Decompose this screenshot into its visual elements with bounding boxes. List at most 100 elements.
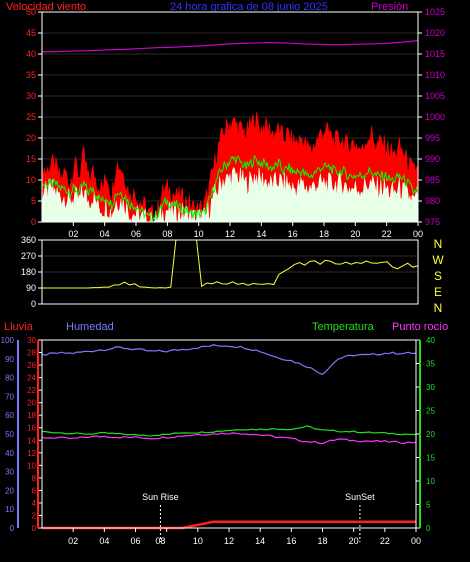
direction-y-tick-label: 0	[31, 299, 36, 309]
wind-y-tick-label: 5	[31, 196, 36, 206]
series-rain	[42, 520, 416, 530]
wind-x-tick-label: 08	[162, 229, 172, 239]
temperature-y-tick-label: 10	[426, 477, 435, 486]
rhum-x-tick-label: 02	[68, 536, 78, 546]
temperature-y-axis: 0 5 10 15 20 25 30 35 40	[416, 336, 435, 533]
humidity-y-tick-label: 30	[5, 468, 14, 477]
rain-y-tick-label: 26	[27, 361, 36, 370]
wind-y-tick-label: 35	[26, 70, 36, 80]
humidity-y-tick-label: 80	[5, 374, 14, 383]
pressure-y-tick-label: 1025	[425, 7, 445, 17]
wind-y-tick-label: 15	[26, 154, 36, 164]
pressure-y-axis: 975 980 985 990 995 1000 1005 1010 1015 1020 1025	[418, 7, 445, 227]
direction-y-axis: 0 90 180 270 360	[21, 235, 42, 309]
wind-y-axis: 0 5 10 15 20 25 30 35 40 45 50	[26, 7, 42, 227]
wind-y-tick-label: 30	[26, 91, 36, 101]
temperature-y-tick-label: 20	[426, 430, 435, 439]
wind-plot-area	[41, 39, 419, 223]
wind-x-tick-label: 06	[131, 229, 141, 239]
compass-label: W	[432, 253, 444, 267]
humidity-y-tick-label: 90	[5, 355, 14, 364]
wind-y-tick-label: 10	[26, 175, 36, 185]
compass-label: S	[434, 269, 442, 283]
humidity-y-tick-label: 70	[5, 392, 14, 401]
humidity-axis-title: Humedad	[66, 321, 114, 333]
temperature-y-tick-label: 0	[426, 524, 431, 533]
pressure-y-tick-label: 1020	[425, 28, 445, 38]
rhum-x-tick-label: 12	[224, 536, 234, 546]
wind-y-tick-label: 0	[31, 217, 36, 227]
rhum-x-tick-label: 16	[286, 536, 296, 546]
rhum-x-tick-label: 10	[193, 536, 203, 546]
compass-label: E	[434, 285, 442, 299]
rain-y-tick-label: 2	[32, 511, 37, 520]
humidity-y-tick-label: 50	[5, 430, 14, 439]
pressure-y-tick-label: 1000	[425, 112, 445, 122]
direction-y-tick-label: 180	[21, 267, 36, 277]
wind-y-tick-label: 45	[26, 28, 36, 38]
rhum-x-tick-label: 06	[130, 536, 140, 546]
wind-x-tick-label: 02	[68, 229, 78, 239]
wind-y-tick-label: 40	[26, 49, 36, 59]
rain-y-tick-label: 12	[27, 449, 36, 458]
humidity-y-tick-label: 40	[5, 449, 14, 458]
rhum-x-tick-label: 18	[317, 536, 327, 546]
rhum-x-tick-label: 14	[255, 536, 265, 546]
rain-y-tick-label: 24	[27, 374, 36, 383]
wind-x-tick-label: 22	[382, 229, 392, 239]
sun-marker-label: Sun Rise	[142, 492, 179, 502]
humidity-y-tick-label: 100	[1, 336, 15, 345]
pressure-y-tick-label: 985	[425, 175, 440, 185]
temperature-axis-title: Temperatura	[312, 321, 375, 333]
rain-y-tick-label: 8	[32, 474, 37, 483]
series-humidity	[41, 344, 417, 376]
wind-x-tick-label: 18	[319, 229, 329, 239]
pressure-y-tick-label: 995	[425, 133, 440, 143]
rain-y-tick-label: 0	[32, 524, 37, 533]
series-wind-min	[41, 166, 419, 223]
direction-y-tick-label: 90	[26, 283, 36, 293]
temperature-y-tick-label: 15	[426, 454, 435, 463]
wind-x-tick-label: 14	[256, 229, 266, 239]
temperature-y-tick-label: 40	[426, 336, 435, 345]
dewpoint-axis-title: Punto rocío	[392, 321, 448, 333]
wind-x-tick-label: 16	[288, 229, 298, 239]
wind-x-tick-label: 04	[100, 229, 110, 239]
rain-y-tick-label: 22	[27, 386, 36, 395]
series-wind-direction	[42, 239, 419, 289]
wind-y-tick-label: 20	[26, 133, 36, 143]
rain-y-tick-label: 18	[27, 411, 36, 420]
pressure-y-tick-label: 980	[425, 196, 440, 206]
rhum-x-tick-label: 00	[411, 536, 421, 546]
compass-label: N	[434, 301, 443, 315]
rhum-x-axis: 02 04 06 10 12 14 16 18 20 22 00	[68, 528, 421, 546]
temperature-y-tick-label: 35	[426, 360, 435, 369]
humidity-y-tick-label: 60	[5, 411, 14, 420]
direction-y-tick-label: 360	[21, 235, 36, 245]
direction-plot-area	[42, 239, 419, 289]
wind-y-tick-label: 25	[26, 112, 36, 122]
rain-y-tick-label: 14	[27, 436, 36, 445]
series-temperature	[41, 425, 417, 437]
rain-humidity-temp-panel: Lluvia Humedad Temperatura Punto rocío S…	[1, 321, 449, 546]
chart-title: 24 hora grafica de 08 junio 2025	[170, 1, 328, 13]
humidity-y-axis: 0 10 20 30 40 50 60 70 80 90 100	[1, 336, 19, 533]
pressure-y-tick-label: 990	[425, 154, 440, 164]
wind-x-tick-label: 00	[413, 229, 423, 239]
pressure-y-tick-label: 1015	[425, 49, 445, 59]
rain-y-tick-label: 4	[32, 499, 37, 508]
series-wind-avg	[41, 155, 419, 223]
rhum-x-tick-label: 04	[99, 536, 109, 546]
rain-y-tick-label: 30	[27, 336, 36, 345]
temperature-y-tick-label: 5	[426, 501, 431, 510]
temperature-y-tick-label: 25	[426, 407, 435, 416]
sun-annotations: Sun Rise 08 SunSet	[142, 492, 375, 546]
rain-y-tick-label: 16	[27, 424, 36, 433]
wind-speed-axis-title: Velocidad viento	[6, 1, 86, 13]
rain-y-tick-label: 6	[32, 486, 37, 495]
rain-axis-title: Lluvia	[4, 321, 34, 333]
pressure-y-tick-label: 1010	[425, 70, 445, 80]
